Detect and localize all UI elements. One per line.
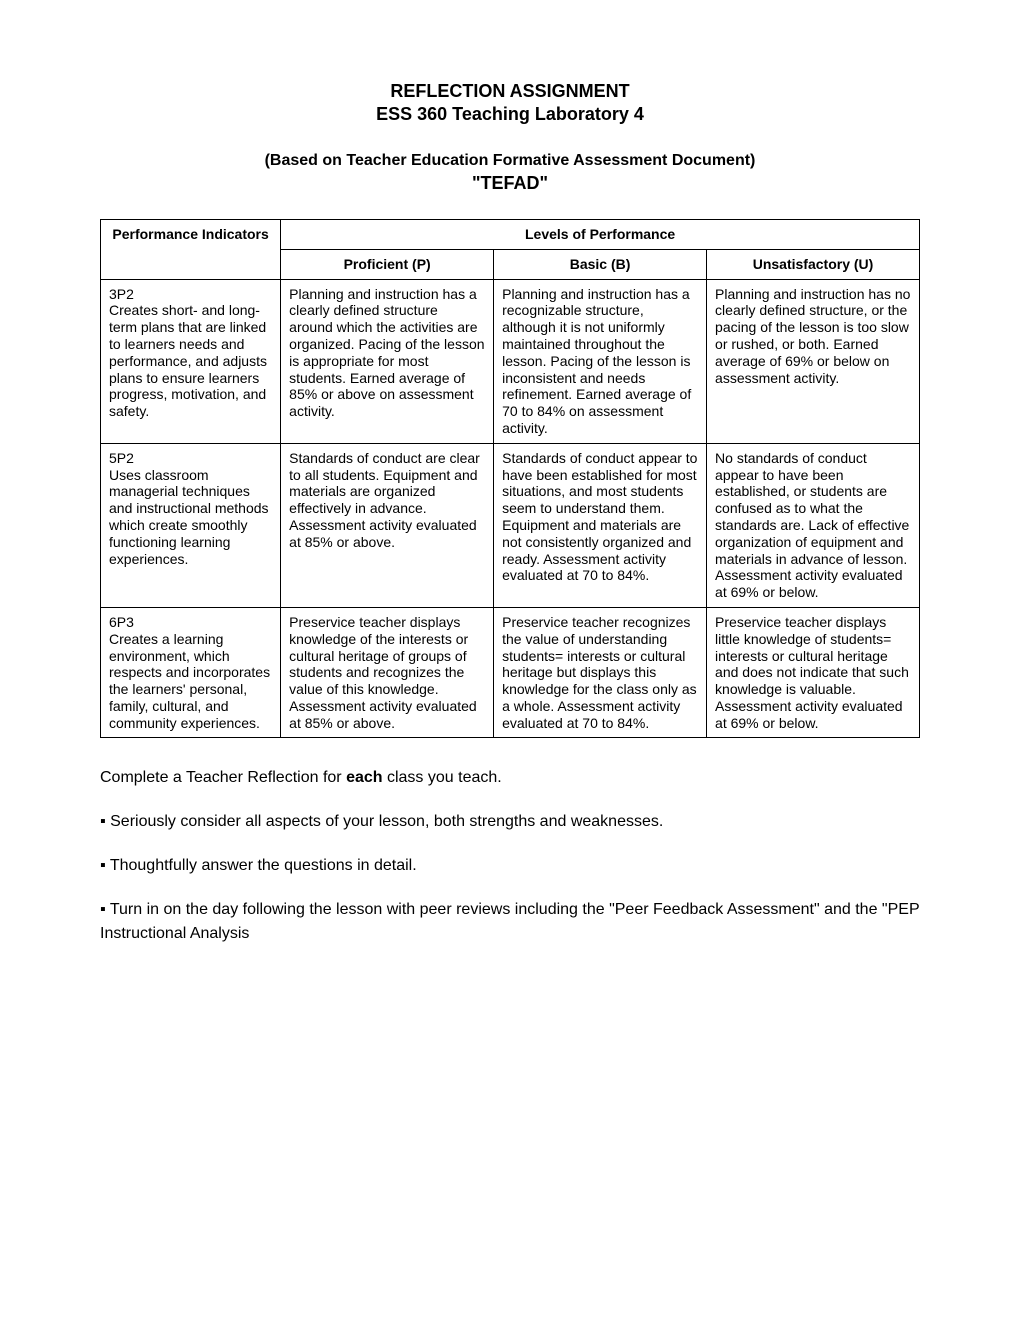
cell-unsatisfactory: No standards of conduct appear to have b… — [707, 443, 920, 607]
header-proficient: Proficient (P) — [281, 249, 494, 279]
cell-indicator: 6P3 Creates a learning environment, whic… — [101, 607, 281, 738]
instructions-lead: Complete a Teacher Reflection for each c… — [100, 766, 920, 790]
header-unsatisfactory: Unsatisfactory (U) — [707, 249, 920, 279]
title-line-1: REFLECTION ASSIGNMENT — [100, 80, 920, 103]
cell-basic: Planning and instruction has a recogniza… — [494, 279, 707, 443]
title-line-2: ESS 360 Teaching Laboratory 4 — [100, 103, 920, 126]
subtitle-line-2: "TEFAD" — [100, 172, 920, 195]
instructions-block: Complete a Teacher Reflection for each c… — [100, 766, 920, 946]
header-basic: Basic (B) — [494, 249, 707, 279]
table-header-row-1: Performance Indicators Levels of Perform… — [101, 219, 920, 249]
cell-proficient: Standards of conduct are clear to all st… — [281, 443, 494, 607]
instructions-bullet: ▪ Turn in on the day following the lesso… — [100, 898, 920, 946]
cell-indicator: 3P2 Creates short- and long-term plans t… — [101, 279, 281, 443]
cell-unsatisfactory: Preservice teacher displays little knowl… — [707, 607, 920, 738]
instructions-bullet: ▪ Seriously consider all aspects of your… — [100, 810, 920, 834]
cell-proficient: Planning and instruction has a clearly d… — [281, 279, 494, 443]
subtitle-line-1: (Based on Teacher Education Formative As… — [100, 151, 920, 172]
cell-basic: Standards of conduct appear to have been… — [494, 443, 707, 607]
rubric-table: Performance Indicators Levels of Perform… — [100, 219, 920, 739]
lead-post: class you teach. — [383, 769, 502, 786]
header-levels: Levels of Performance — [281, 219, 920, 249]
cell-basic: Preservice teacher recognizes the value … — [494, 607, 707, 738]
table-row: 5P2 Uses classroom managerial techniques… — [101, 443, 920, 607]
lead-pre: Complete a Teacher Reflection for — [100, 769, 346, 786]
instructions-bullet: ▪ Thoughtfully answer the questions in d… — [100, 854, 920, 878]
table-row: 6P3 Creates a learning environment, whic… — [101, 607, 920, 738]
cell-indicator: 5P2 Uses classroom managerial techniques… — [101, 443, 281, 607]
cell-proficient: Preservice teacher displays knowledge of… — [281, 607, 494, 738]
lead-bold: each — [346, 769, 382, 786]
header-indicators: Performance Indicators — [101, 219, 281, 279]
table-row: 3P2 Creates short- and long-term plans t… — [101, 279, 920, 443]
cell-unsatisfactory: Planning and instruction has no clearly … — [707, 279, 920, 443]
header-block: REFLECTION ASSIGNMENT ESS 360 Teaching L… — [100, 80, 920, 195]
